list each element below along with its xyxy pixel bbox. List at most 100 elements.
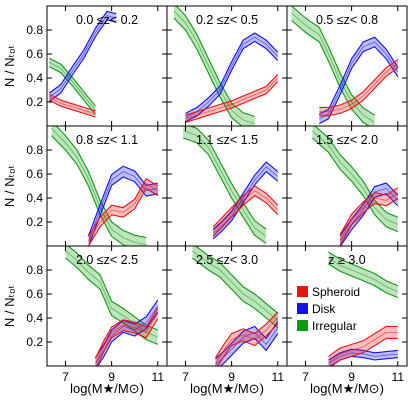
spheroid-series-line: [88, 183, 159, 242]
irregular-upper-line: [49, 57, 96, 107]
disk-band: [88, 166, 158, 246]
y-tick-label: 0.6: [26, 167, 43, 181]
spheroid-series-line: [212, 190, 279, 232]
y-axis-label: N / Nₜₒₜ: [2, 165, 17, 207]
irregular-band: [291, 6, 375, 126]
irregular-series-line: [312, 130, 398, 225]
spheroid-upper-line: [95, 307, 159, 359]
spheroid-lower-line: [339, 198, 399, 246]
spheroid-lower-line: [185, 81, 279, 123]
disk-upper-line: [212, 161, 279, 230]
redshift-label: 1.1 ≤z< 1.5: [196, 133, 258, 147]
panel-plot-area: [183, 126, 279, 245]
redshift-label: 2.0 ≤z< 2.5: [76, 253, 138, 267]
spheroid-band: [49, 94, 96, 117]
x-tick-label: 7: [182, 370, 189, 384]
disk-series-line: [328, 352, 398, 364]
panel-1: 0.0 ≤z< 0.2 0.2 0.4 0.6 0.8: [26, 5, 168, 127]
y-tick-label: 0.8: [26, 23, 43, 37]
panel-plot-area: [312, 126, 399, 246]
disk-upper-line: [328, 348, 398, 361]
disk-upper-line: [48, 10, 117, 94]
irregular-series-line: [51, 128, 147, 246]
y-axis-label: N / Nₜₒₜ: [2, 285, 17, 327]
y-tick-label: 0.8: [26, 143, 43, 157]
redshift-label: 0.8 ≤z< 1.1: [76, 133, 138, 147]
irregular-series-line: [192, 250, 279, 321]
irregular-series-line: [173, 10, 255, 124]
irregular-series-line: [65, 250, 158, 338]
irregular-lower-line: [192, 257, 279, 329]
spheroid-lower-line: [330, 337, 398, 366]
spheroid-lower-line: [319, 67, 399, 117]
irregular-upper-line: [328, 251, 399, 287]
irregular-band: [173, 6, 255, 126]
disk-lower-line: [185, 40, 279, 123]
spheroid-lower-line: [217, 323, 279, 366]
irregular-lower-line: [312, 137, 399, 233]
spheroid-band: [319, 59, 398, 116]
spheroid-upper-line: [185, 74, 279, 116]
panel-6: 1.5 ≤z< 2.0: [286, 125, 408, 247]
legend-label-disk: Disk: [312, 302, 336, 316]
disk-series-line: [215, 327, 279, 366]
panel-8: 2.5 ≤z< 3.0 7 9 11: [166, 245, 288, 384]
spheroid-series-line: [328, 332, 398, 363]
legend-swatch-disk: [297, 303, 308, 314]
y-tick-label: 0.4: [26, 311, 43, 325]
panel-plot-area: [173, 6, 279, 126]
panel-3: 0.5 ≤z< 0.8: [286, 5, 408, 127]
x-axis-label: log(M★/M⊙): [310, 381, 384, 396]
irregular-lower-line: [291, 19, 370, 126]
x-tick-label: 11: [392, 370, 405, 384]
spheroid-upper-line: [319, 58, 399, 108]
spheroid-band: [213, 186, 278, 237]
irregular-lower-line: [328, 263, 399, 299]
irregular-upper-line: [188, 126, 267, 230]
irregular-band: [51, 126, 147, 246]
panel-plot-area: [291, 6, 399, 126]
irregular-upper-line: [67, 246, 159, 331]
irregular-series-line: [183, 130, 267, 237]
irregular-upper-line: [291, 6, 375, 116]
x-tick-label: 9: [228, 370, 235, 384]
disk-lower-line: [339, 193, 399, 246]
legend-swatch-spheroid: [297, 286, 308, 297]
spheroid-upper-line: [328, 325, 398, 357]
redshift-label: 1.5 ≤z< 2.0: [316, 133, 378, 147]
panel-plot-area: [328, 251, 399, 366]
panel-frame: [286, 245, 408, 367]
panel-plot-area: [65, 246, 159, 366]
panel-plot-area: [51, 126, 159, 246]
spheroid-upper-line: [49, 93, 96, 112]
legend-swatch-irregular: [297, 320, 308, 331]
disk-upper-line: [87, 165, 158, 236]
x-tick-label: 9: [348, 370, 355, 384]
disk-lower-line: [48, 19, 117, 102]
irregular-series-line: [328, 257, 398, 292]
y-tick-label: 0.8: [26, 263, 43, 277]
irregular-series-line: [291, 12, 375, 123]
disk-lower-line: [219, 333, 279, 366]
disk-lower-line: [97, 311, 159, 366]
panel-9: z ≥ 3.0 7 9 11: [286, 245, 408, 384]
x-axis-label: log(M★/M⊙): [70, 381, 144, 396]
disk-band: [215, 321, 278, 366]
legend: Spheroid Disk Irregular: [297, 285, 360, 333]
spheroid-upper-line: [339, 187, 399, 235]
y-tick-label: 0.4: [26, 191, 43, 205]
redshift-label: 0.0 ≤z< 0.2: [76, 13, 138, 27]
irregular-lower-line: [65, 257, 159, 345]
y-tick-label: 0.4: [26, 71, 43, 85]
irregular-upper-line: [175, 6, 255, 117]
disk-band: [49, 11, 117, 102]
y-axis-label: N / Nₜₒₜ: [2, 45, 17, 87]
spheroid-series-line: [185, 77, 279, 120]
disk-band: [328, 349, 398, 366]
disk-series-line: [319, 41, 399, 120]
disk-series-line: [212, 166, 279, 235]
x-tick-label: 9: [108, 370, 115, 384]
redshift-label: 0.2 ≤z< 0.5: [196, 13, 258, 27]
y-tick-label: 0.2: [26, 335, 43, 349]
